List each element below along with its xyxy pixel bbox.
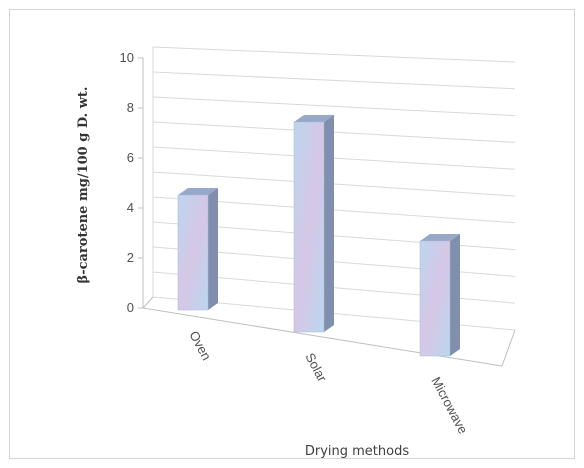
bar-side xyxy=(208,188,218,310)
bar-front xyxy=(419,240,451,357)
floor-edge xyxy=(142,296,154,309)
bar-oven xyxy=(177,188,218,311)
x-tick-label: Oven xyxy=(186,328,214,362)
x-tick-label: Solar xyxy=(302,350,330,384)
x-axis-line xyxy=(142,307,503,367)
bar-front xyxy=(177,194,209,311)
bar-top xyxy=(420,234,460,241)
x-tick-label: Microwave xyxy=(428,374,470,436)
bar-microwave xyxy=(419,234,460,357)
bar-chart: 0 2 4 6 8 10 Oven Solar Microwave β-carotene mg… xyxy=(76,46,516,459)
y-tick-label: 6 xyxy=(127,150,134,165)
y-axis-title: β-carotene mg/100 g D. wt. xyxy=(76,87,91,284)
bar-top xyxy=(294,115,334,122)
bars xyxy=(177,115,460,357)
chart-area: 0 2 4 6 8 10 Oven Solar Microwave β-carotene mg… xyxy=(9,9,575,459)
gridline xyxy=(152,71,516,90)
y-tick-label: 10 xyxy=(120,50,134,65)
y-tick-labels: 0 2 4 6 8 10 xyxy=(120,50,143,315)
y-tick-label: 2 xyxy=(127,250,134,265)
x-axis-title: Drying methods xyxy=(305,444,409,459)
gridline xyxy=(152,96,516,117)
bar-solar xyxy=(293,115,334,333)
floor-edge xyxy=(501,329,516,367)
bar-front xyxy=(293,121,325,333)
y-tick-label: 0 xyxy=(127,300,134,315)
bar-side xyxy=(450,234,460,356)
axes xyxy=(142,47,516,367)
bar-top xyxy=(178,188,218,195)
y-tick-label: 4 xyxy=(127,200,134,215)
y-tick-label: 8 xyxy=(127,100,134,115)
gridline xyxy=(152,46,516,63)
bar-side xyxy=(324,115,334,332)
